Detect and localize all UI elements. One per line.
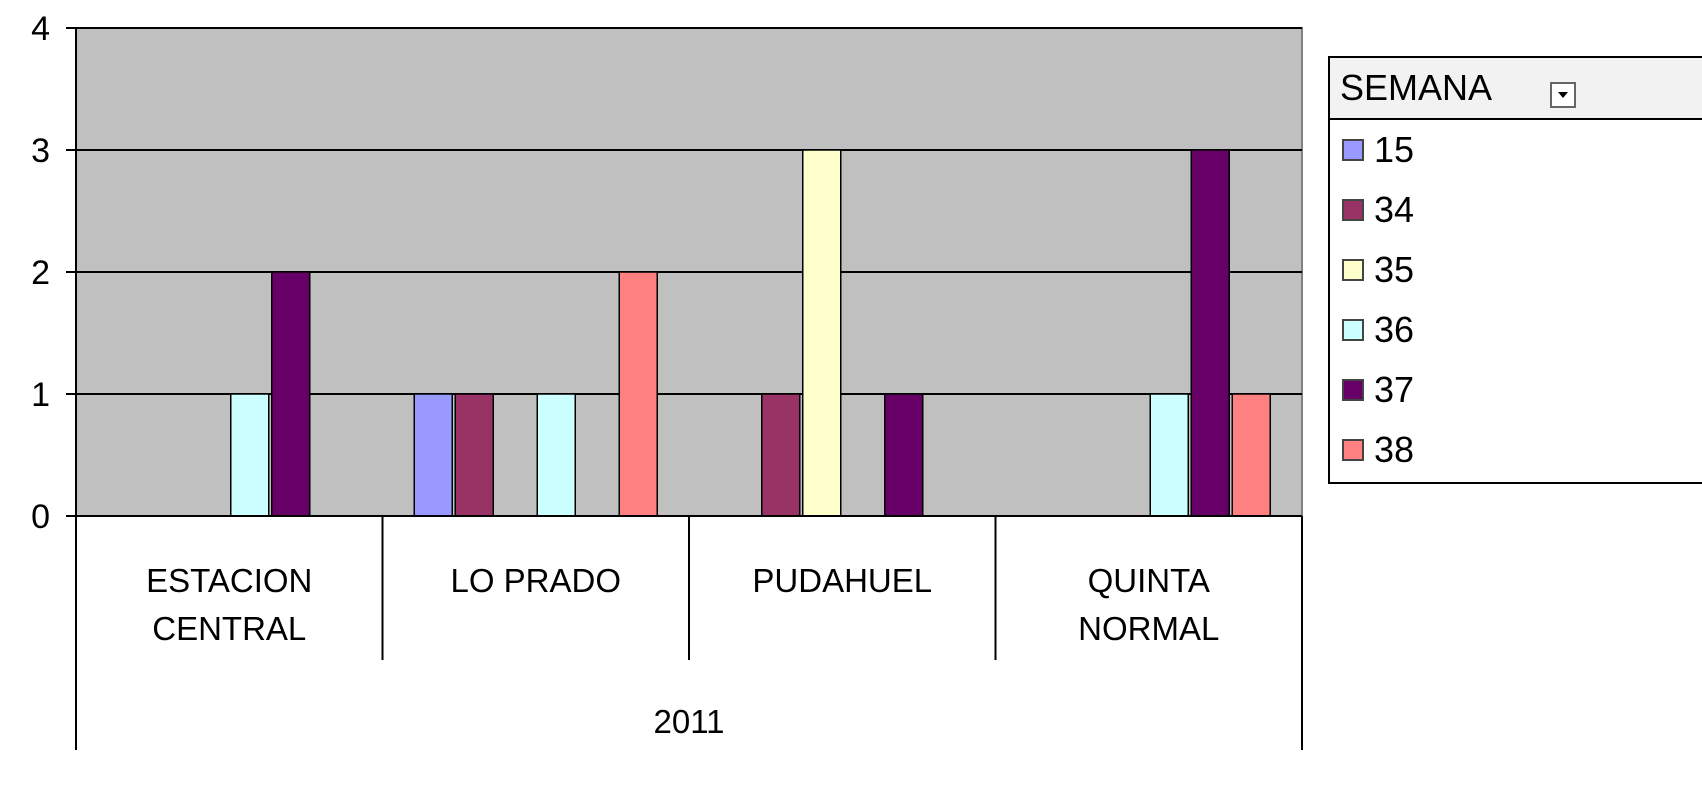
y-tick-label: 0 — [31, 498, 50, 536]
category-label: CENTRAL — [152, 610, 306, 647]
legend-label: 34 — [1374, 189, 1415, 230]
bar-35-2 — [802, 149, 842, 517]
legend-label: 15 — [1374, 129, 1415, 170]
legend-header: SEMANA — [1330, 58, 1702, 120]
dropdown-arrow-icon[interactable] — [1550, 82, 1576, 108]
legend-item-37: 37 — [1330, 360, 1702, 420]
legend-label: 35 — [1374, 249, 1415, 290]
bar-37-3 — [1190, 149, 1230, 517]
bar-36-0 — [230, 393, 270, 517]
bar-36-1 — [536, 393, 576, 517]
bar-38-1 — [618, 271, 658, 517]
category-label: PUDAHUEL — [752, 562, 932, 599]
legend-label: 36 — [1374, 309, 1415, 350]
bar-34-1 — [454, 393, 494, 517]
bar-15-1 — [413, 393, 453, 517]
legend-swatch — [1342, 319, 1364, 341]
legend-swatch — [1342, 199, 1364, 221]
bar-36-3 — [1149, 393, 1189, 517]
legend-items: 15 34 35 36 37 38 — [1330, 120, 1702, 480]
legend: SEMANA 15 34 35 36 37 38 — [1328, 56, 1702, 484]
legend-item-38: 38 — [1330, 420, 1702, 480]
legend-swatch — [1342, 439, 1364, 461]
legend-title: SEMANA — [1340, 67, 1493, 108]
legend-label: 37 — [1374, 369, 1415, 410]
group-label: 2011 — [654, 703, 725, 740]
legend-item-35: 35 — [1330, 240, 1702, 300]
y-tick-label: 1 — [31, 376, 50, 414]
bar-37-0 — [271, 271, 311, 517]
category-label: LO PRADO — [450, 562, 621, 599]
legend-item-36: 36 — [1330, 300, 1702, 360]
bar-37-2 — [884, 393, 924, 517]
legend-item-34: 34 — [1330, 180, 1702, 240]
y-tick-label: 3 — [31, 132, 50, 170]
bar-34-2 — [761, 393, 801, 517]
legend-item-15: 15 — [1330, 120, 1702, 180]
category-label: QUINTA — [1088, 562, 1210, 599]
y-tick-label: 4 — [31, 10, 50, 48]
category-label: ESTACION — [146, 562, 312, 599]
legend-swatch — [1342, 139, 1364, 161]
y-tick-label: 2 — [31, 254, 50, 292]
legend-label: 38 — [1374, 429, 1415, 470]
legend-swatch — [1342, 259, 1364, 281]
category-label: NORMAL — [1078, 610, 1219, 647]
bar-38-3 — [1231, 393, 1271, 517]
legend-swatch — [1342, 379, 1364, 401]
